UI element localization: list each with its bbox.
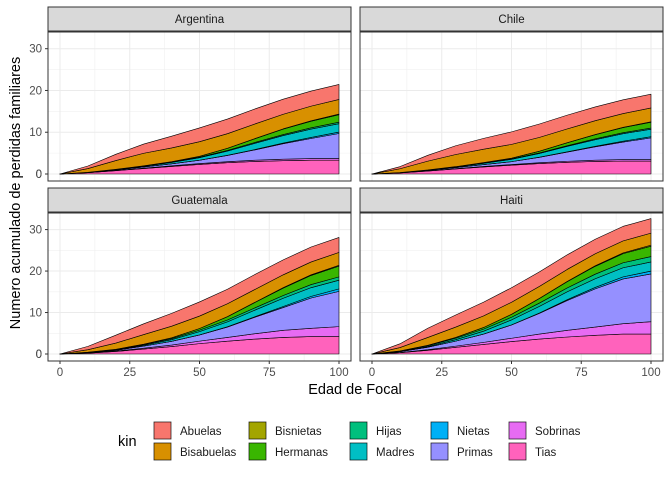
legend-label: Tias <box>535 447 557 459</box>
legend-swatch <box>248 442 267 461</box>
x-tick-label: 100 <box>329 367 348 379</box>
facet-strip-label: Haiti <box>500 195 523 207</box>
legend-label: Abuelas <box>180 426 222 438</box>
area-abuelas <box>59 237 340 355</box>
y-tick-label: 30 <box>29 225 42 237</box>
facet-strip <box>359 187 664 213</box>
area-abuelas <box>59 84 340 175</box>
legend-item-tias: Tias <box>508 442 557 461</box>
x-tick-label: 75 <box>575 367 588 379</box>
y-tick-label: 20 <box>29 266 42 278</box>
x-axis-label: Edad de Focal <box>308 382 402 398</box>
legend-label: Primas <box>457 447 493 459</box>
area-abuelas <box>371 93 652 175</box>
facet-strip <box>47 187 352 213</box>
x-tick-label: 50 <box>193 367 206 379</box>
legend-item-bisabuelas: Bisabuelas <box>153 442 237 461</box>
x-tick-label: 25 <box>123 367 136 379</box>
facet-strip-label: Argentina <box>175 14 225 26</box>
panel-chile: Chile <box>359 6 664 182</box>
legend-item-madres: Madres <box>349 442 415 461</box>
legend-label: Nietas <box>457 426 490 438</box>
x-tick-label: 50 <box>505 367 518 379</box>
legend-swatch <box>349 442 368 461</box>
legend-swatch <box>508 442 527 461</box>
legend-swatch <box>430 442 449 461</box>
legend-label: Bisabuelas <box>180 447 237 459</box>
x-tick-label: 100 <box>641 367 660 379</box>
legend-title: kin <box>118 434 137 450</box>
legend-swatch <box>153 442 172 461</box>
legend-item-primas: Primas <box>430 442 493 461</box>
legend-label: Madres <box>376 447 415 459</box>
legend-item-hermanas: Hermanas <box>248 442 328 461</box>
facet-strip <box>47 6 352 32</box>
legend-swatch <box>508 421 527 440</box>
facet-strip-label: Chile <box>498 14 524 26</box>
legend-swatch <box>248 421 267 440</box>
legend-item-nietas: Nietas <box>430 421 490 440</box>
panel-haiti: Haiti 0 25 50 75 100 <box>359 187 664 379</box>
legend-swatch <box>430 421 449 440</box>
legend-item-abuelas: Abuelas <box>153 421 222 440</box>
y-tick-label: 20 <box>29 85 42 97</box>
x-tick-label: 0 <box>57 367 63 379</box>
area-abuelas <box>371 218 652 355</box>
facet-strip-label: Guatemala <box>171 195 228 207</box>
legend-item-hijas: Hijas <box>349 421 402 440</box>
facet-strip <box>359 6 664 32</box>
x-tick-label: 0 <box>369 367 375 379</box>
legend-label: Hermanas <box>275 447 328 459</box>
y-axis-label: Numero acumulado de perdidas familiares <box>8 57 24 329</box>
y-tick-label: 10 <box>29 308 42 320</box>
panel-border <box>47 31 352 182</box>
legend-label: Hijas <box>376 426 402 438</box>
y-tick-label: 10 <box>29 127 42 139</box>
y-tick-label: 0 <box>36 349 42 361</box>
legend-swatch <box>153 421 172 440</box>
legend-item-bisnietas: Bisnietas <box>248 421 322 440</box>
legend-item-sobrinas: Sobrinas <box>508 421 581 440</box>
legend-swatch <box>349 421 368 440</box>
legend-label: Sobrinas <box>535 426 581 438</box>
x-tick-label: 25 <box>435 367 448 379</box>
legend-label: Bisnietas <box>275 426 322 438</box>
panel-border <box>359 31 664 182</box>
x-tick-label: 75 <box>263 367 276 379</box>
y-tick-label: 30 <box>29 44 42 56</box>
y-tick-label: 0 <box>36 349 42 361</box>
y-tick-label: 0 <box>36 169 42 181</box>
y-tick-label: 0 <box>36 169 42 181</box>
